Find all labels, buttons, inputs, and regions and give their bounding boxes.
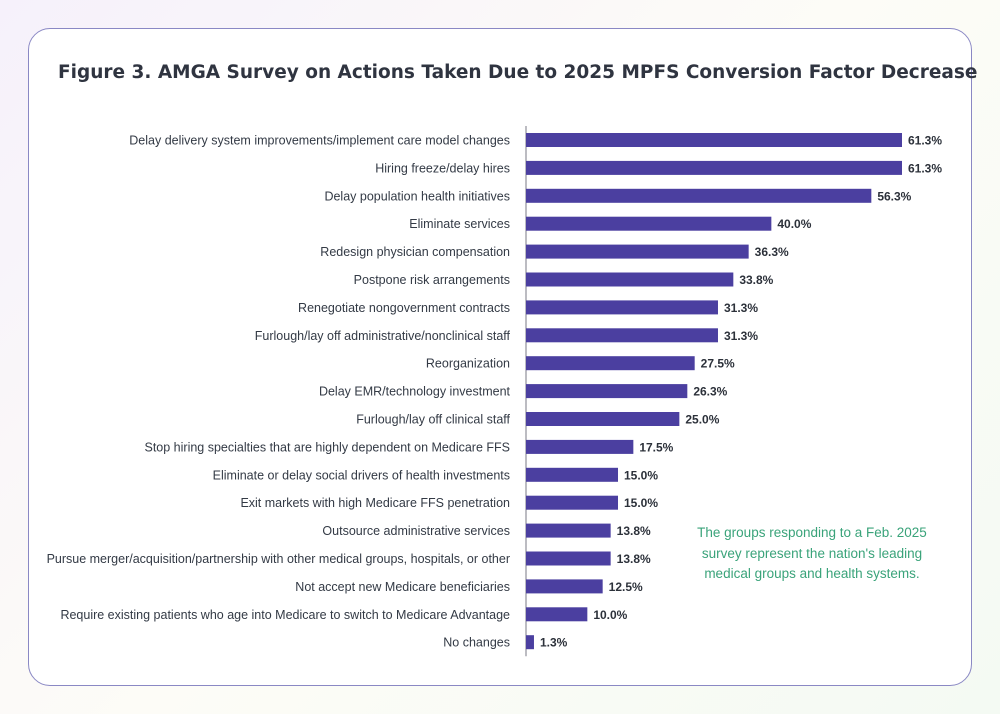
bar xyxy=(526,160,902,175)
value-label: 26.3% xyxy=(693,385,727,399)
category-label: No changes xyxy=(443,636,510,650)
value-label: 36.3% xyxy=(755,245,789,259)
category-label: Furlough/lay off administrative/nonclini… xyxy=(255,329,511,343)
category-label: Exit markets with high Medicare FFS pene… xyxy=(240,496,510,510)
bar xyxy=(526,384,688,399)
survey-note: The groups responding to a Feb. 2025 sur… xyxy=(697,525,927,581)
category-label: Hiring freeze/delay hires xyxy=(375,161,510,175)
value-label: 1.3% xyxy=(540,636,568,650)
bar xyxy=(526,523,611,538)
bar xyxy=(526,328,718,343)
category-label: Postpone risk arrangements xyxy=(354,273,510,287)
bar xyxy=(526,188,872,203)
value-label: 56.3% xyxy=(877,189,911,203)
bar xyxy=(526,133,902,147)
bar-chart: Delay delivery system improvements/imple… xyxy=(47,126,942,657)
bar xyxy=(526,244,749,259)
value-label: 27.5% xyxy=(701,357,735,371)
value-label: 13.8% xyxy=(617,524,651,538)
category-label: Outsource administrative services xyxy=(322,524,510,538)
category-label: Eliminate or delay social drivers of hea… xyxy=(213,468,510,482)
category-label: Renegotiate nongovernment contracts xyxy=(298,301,510,315)
category-label: Redesign physician compensation xyxy=(320,245,510,259)
value-label: 31.3% xyxy=(724,329,758,343)
value-label: 31.3% xyxy=(724,301,758,315)
bar xyxy=(526,300,718,315)
category-label: Require existing patients who age into M… xyxy=(60,608,510,622)
category-label: Stop hiring specialties that are highly … xyxy=(145,440,511,454)
bar xyxy=(526,607,588,622)
category-label: Furlough/lay off clinical staff xyxy=(356,413,510,427)
value-label: 10.0% xyxy=(593,608,627,622)
value-label: 15.0% xyxy=(624,496,658,510)
bar xyxy=(526,495,619,510)
bar xyxy=(526,551,611,566)
bar xyxy=(526,412,680,426)
category-label: Delay population health initiatives xyxy=(324,189,510,203)
bar xyxy=(526,272,734,287)
chart-title: Figure 3. AMGA Survey on Actions Taken D… xyxy=(58,62,978,83)
value-label: 13.8% xyxy=(617,552,651,566)
bar xyxy=(526,635,534,650)
value-label: 25.0% xyxy=(685,413,719,427)
bar xyxy=(526,467,619,482)
value-label: 15.0% xyxy=(624,468,658,482)
category-label: Delay EMR/technology investment xyxy=(319,385,511,399)
category-label: Not accept new Medicare beneficiaries xyxy=(295,580,510,594)
value-label: 61.3% xyxy=(908,161,942,175)
bar xyxy=(526,439,634,454)
bar xyxy=(526,579,603,594)
category-label: Eliminate services xyxy=(409,217,510,231)
value-label: 40.0% xyxy=(777,217,811,231)
value-label: 12.5% xyxy=(609,580,643,594)
category-label: Reorganization xyxy=(426,357,510,371)
category-label: Pursue merger/acquisition/partnership wi… xyxy=(47,552,510,566)
value-label: 61.3% xyxy=(908,134,942,148)
bar xyxy=(526,356,695,371)
value-label: 17.5% xyxy=(639,440,673,454)
value-label: 33.8% xyxy=(739,273,773,287)
category-label: Delay delivery system improvements/imple… xyxy=(129,134,510,148)
chart-card: Figure 3. AMGA Survey on Actions Taken D… xyxy=(28,28,977,686)
bar xyxy=(526,216,772,231)
